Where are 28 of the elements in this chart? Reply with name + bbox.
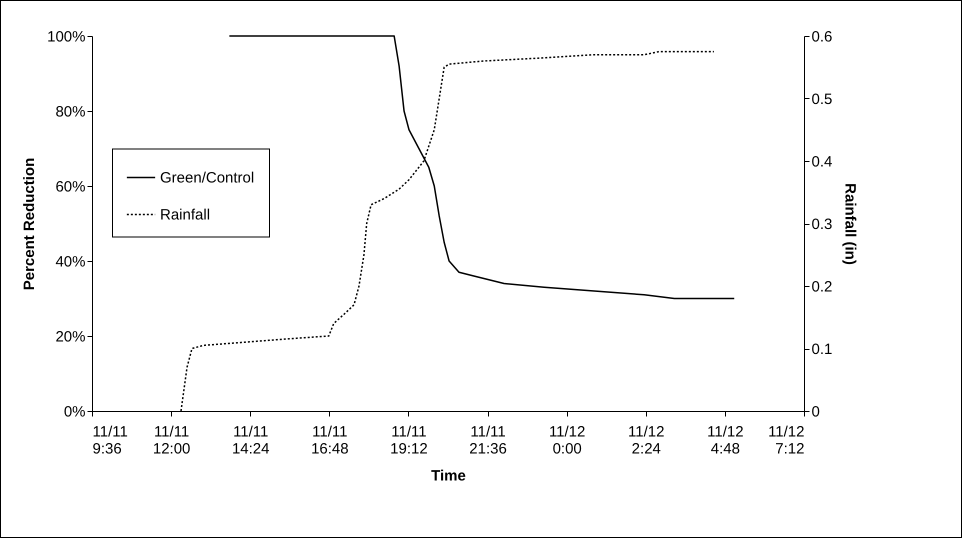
x-tick-label: 11/12 0:00 xyxy=(548,424,586,458)
y-axis-title: Percent Reduction xyxy=(21,158,38,290)
y2-axis-title: Rainfall (in) xyxy=(841,183,858,265)
y2-tick-label: 0 xyxy=(812,404,820,420)
legend-label: Green/Control xyxy=(160,170,254,186)
legend-label: Rainfall xyxy=(160,206,210,224)
y2-tick-label: 0.4 xyxy=(812,154,832,170)
y-tick-label: 0% xyxy=(64,404,86,420)
x-tick-label: 11/11 14:24 xyxy=(232,424,270,458)
x-tick-label: 11/11 21:36 xyxy=(469,424,507,458)
y2-tick-label: 0.1 xyxy=(812,341,832,358)
x-tick-label: 11/12 7:12 xyxy=(768,424,804,458)
y2-tick-label: 0.2 xyxy=(812,278,832,296)
x-tick-label: 11/12 4:48 xyxy=(707,424,744,458)
x-axis-title: Time xyxy=(431,468,466,484)
y-tick-label: 80% xyxy=(55,104,86,120)
y2-tick-label: 0.6 xyxy=(812,28,832,46)
x-tick-label: 11/11 19:12 xyxy=(390,424,428,458)
x-tick-label: 11/12 2:24 xyxy=(628,424,664,458)
y-tick-label: 60% xyxy=(55,178,86,196)
x-tick-label: 11/11 16:48 xyxy=(311,424,349,458)
y2-tick-label: 0.5 xyxy=(812,91,832,108)
y2-tick-label: 0.3 xyxy=(812,216,832,233)
x-tick-label: 11/11 12:00 xyxy=(152,424,190,458)
y-tick-label: 20% xyxy=(55,328,86,346)
y-tick-label: 100% xyxy=(47,28,86,46)
x-tick-label: 11/11 9:36 xyxy=(92,424,128,458)
y-tick-label: 40% xyxy=(55,254,86,270)
